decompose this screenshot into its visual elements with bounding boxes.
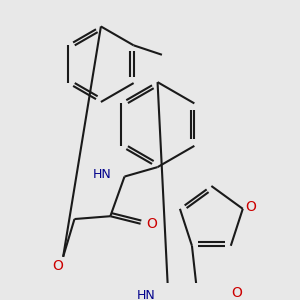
Text: HN: HN [92, 168, 111, 181]
Text: O: O [245, 200, 256, 214]
Text: O: O [146, 217, 157, 231]
Text: HN: HN [136, 289, 155, 300]
Text: O: O [231, 286, 242, 300]
Text: O: O [52, 259, 63, 273]
